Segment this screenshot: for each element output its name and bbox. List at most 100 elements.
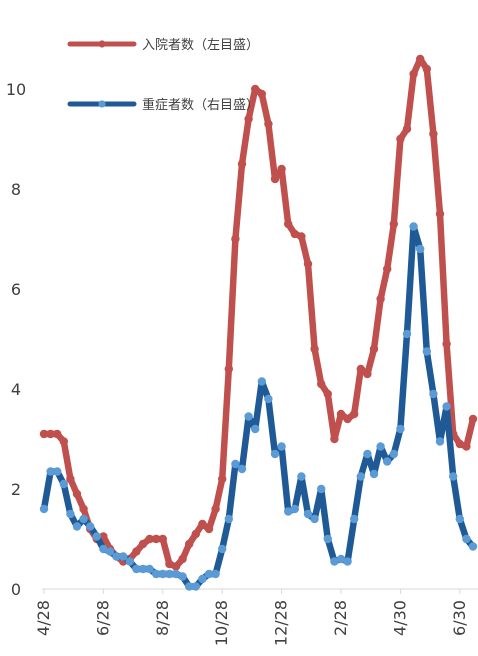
data-point bbox=[145, 534, 154, 544]
legend-marker bbox=[98, 100, 106, 108]
data-point bbox=[336, 409, 346, 419]
legend-entry-0: 入院者数（左目盛） bbox=[67, 38, 259, 53]
data-point bbox=[303, 509, 313, 519]
data-point bbox=[396, 134, 405, 144]
data-point bbox=[59, 479, 68, 489]
data-point bbox=[125, 557, 134, 566]
data-point bbox=[204, 524, 214, 534]
data-point bbox=[284, 507, 293, 516]
data-point bbox=[270, 174, 280, 184]
data-point bbox=[244, 412, 253, 421]
data-point bbox=[383, 457, 392, 466]
data-point bbox=[72, 522, 82, 531]
data-point bbox=[363, 369, 372, 379]
data-point bbox=[270, 449, 280, 459]
data-point bbox=[191, 582, 200, 591]
x-tick-label-1: 6/28 bbox=[93, 600, 112, 636]
data-point bbox=[251, 84, 260, 94]
x-tick-label-5: 2/28 bbox=[331, 600, 350, 636]
data-point bbox=[323, 534, 332, 544]
data-point bbox=[442, 339, 451, 349]
data-point bbox=[290, 229, 299, 239]
data-point bbox=[290, 504, 299, 514]
data-point bbox=[79, 504, 88, 514]
series-line-1 bbox=[40, 223, 477, 590]
data-point bbox=[330, 434, 339, 444]
data-point bbox=[237, 464, 247, 474]
data-point bbox=[422, 64, 431, 74]
data-point bbox=[468, 414, 478, 424]
y-tick-label-2: 2 bbox=[11, 480, 21, 499]
data-point bbox=[442, 402, 451, 411]
data-point bbox=[429, 389, 438, 399]
data-point bbox=[376, 442, 385, 451]
data-point bbox=[409, 222, 418, 231]
data-point bbox=[53, 429, 62, 439]
data-point bbox=[105, 547, 115, 556]
data-point bbox=[231, 459, 240, 469]
legend-label-0: 入院者数（左目盛） bbox=[142, 38, 259, 53]
legend-label-1: 重症者数（右目盛） bbox=[142, 97, 259, 113]
x-axis-ticks: 4/28 6/28 8/28 10/28 12/28 2/28 4/30 6/30 bbox=[34, 589, 469, 646]
data-point bbox=[310, 514, 319, 524]
data-point bbox=[343, 557, 352, 566]
data-point bbox=[317, 484, 326, 494]
data-point bbox=[198, 519, 207, 529]
data-point bbox=[231, 234, 240, 244]
y-tick-label-10: 10 bbox=[6, 80, 26, 99]
x-tick-label-2: 8/28 bbox=[153, 600, 172, 636]
data-point bbox=[435, 209, 445, 219]
data-point bbox=[435, 437, 445, 446]
data-point bbox=[66, 474, 75, 484]
data-point bbox=[277, 442, 286, 451]
data-point bbox=[46, 429, 55, 439]
data-point bbox=[79, 514, 88, 524]
data-point bbox=[363, 449, 372, 459]
data-point bbox=[112, 552, 121, 561]
data-point bbox=[99, 544, 108, 554]
data-point bbox=[422, 347, 431, 356]
data-point bbox=[376, 294, 385, 304]
data-point bbox=[264, 394, 273, 404]
data-point bbox=[284, 219, 293, 229]
data-point bbox=[178, 572, 187, 581]
data-point bbox=[462, 442, 471, 451]
data-point bbox=[59, 437, 68, 446]
data-point bbox=[369, 344, 379, 354]
data-point bbox=[39, 429, 49, 439]
data-point bbox=[455, 514, 464, 524]
data-point bbox=[303, 259, 313, 269]
data-point bbox=[138, 539, 148, 549]
data-point bbox=[218, 544, 227, 554]
data-point bbox=[257, 89, 266, 99]
series-layer bbox=[39, 54, 478, 591]
data-point bbox=[389, 449, 398, 459]
x-tick-label-6: 4/30 bbox=[390, 600, 409, 636]
data-point bbox=[449, 472, 458, 481]
data-point bbox=[171, 562, 181, 571]
data-point bbox=[72, 489, 82, 499]
data-point bbox=[323, 389, 332, 399]
data-point bbox=[383, 264, 392, 274]
data-point bbox=[66, 509, 75, 519]
data-point bbox=[455, 439, 464, 449]
data-point bbox=[244, 114, 253, 124]
data-point bbox=[336, 554, 346, 564]
data-point bbox=[211, 569, 220, 579]
y-tick-label-6: 6 bbox=[11, 280, 21, 299]
data-point bbox=[158, 569, 167, 579]
data-point bbox=[317, 379, 326, 389]
data-point bbox=[297, 232, 306, 241]
data-point bbox=[356, 364, 365, 374]
data-point bbox=[416, 54, 425, 64]
data-point bbox=[138, 564, 148, 574]
data-point bbox=[257, 377, 266, 386]
data-point bbox=[330, 557, 339, 566]
data-point bbox=[402, 329, 412, 339]
data-point bbox=[350, 409, 359, 419]
data-point bbox=[185, 539, 194, 549]
data-point bbox=[251, 424, 260, 434]
data-point bbox=[356, 472, 365, 481]
data-point bbox=[158, 534, 167, 544]
